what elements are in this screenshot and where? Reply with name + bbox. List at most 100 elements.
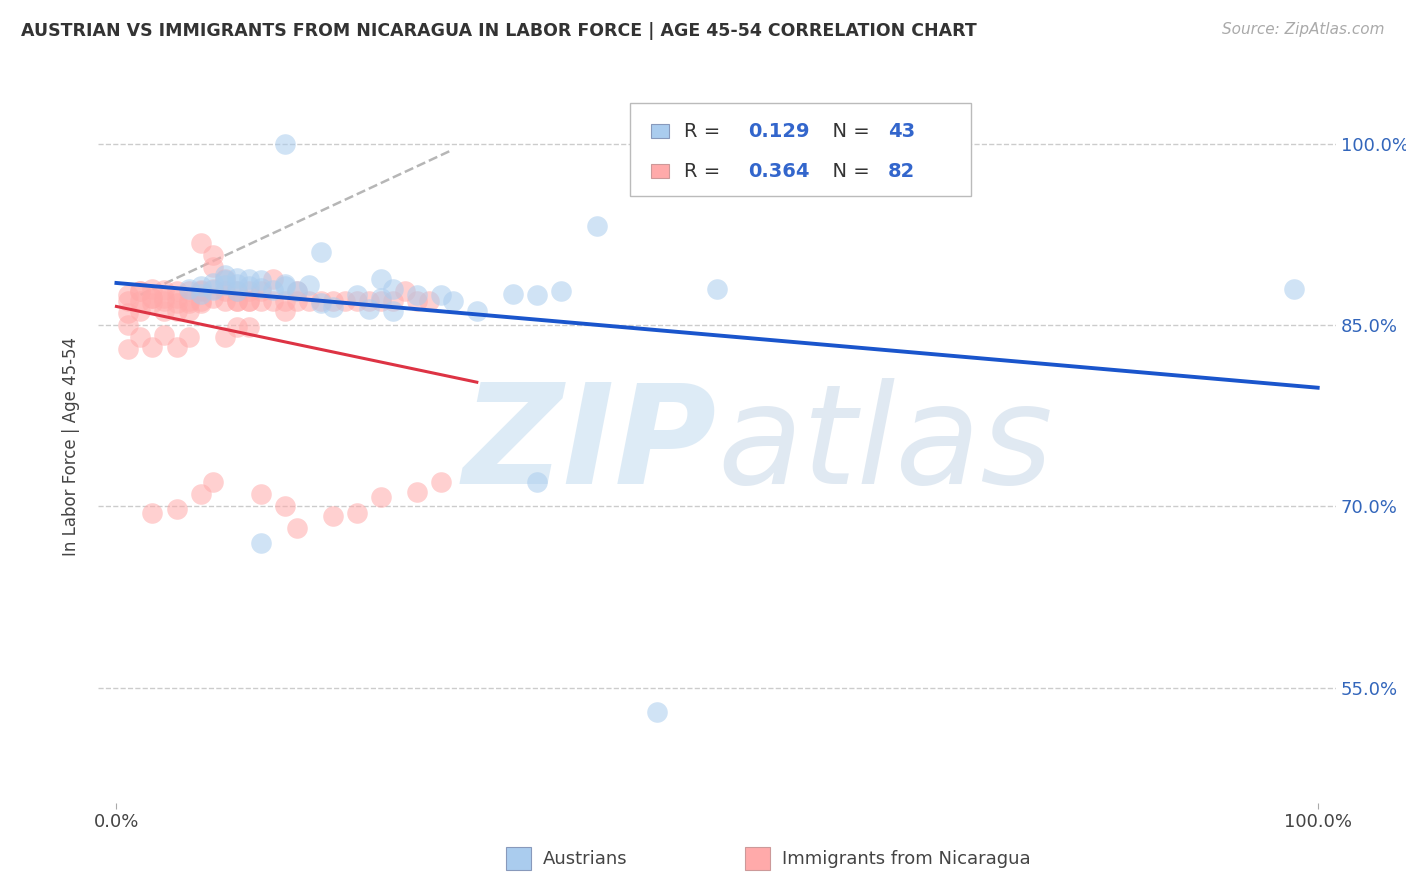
Text: Source: ZipAtlas.com: Source: ZipAtlas.com [1222, 22, 1385, 37]
Point [166, 303, 188, 318]
Point [249, 273, 271, 287]
Text: 82: 82 [887, 161, 915, 181]
Point [333, 293, 356, 308]
Point [238, 279, 260, 293]
Point [1282, 282, 1305, 296]
Point [381, 282, 404, 296]
Point [465, 303, 488, 318]
Point [214, 268, 236, 283]
Point [309, 293, 332, 308]
Point [117, 318, 139, 332]
Point [370, 272, 392, 286]
Point [177, 284, 200, 298]
Point [166, 296, 188, 310]
Text: 43: 43 [887, 121, 915, 141]
Point [309, 296, 332, 310]
Point [190, 279, 212, 293]
Point [550, 284, 572, 298]
Point [129, 293, 152, 308]
Point [153, 303, 176, 318]
Point [249, 293, 271, 308]
Point [238, 320, 260, 334]
Point [214, 330, 236, 344]
Point [526, 288, 548, 302]
Point [177, 296, 200, 310]
Point [285, 293, 308, 308]
Point [502, 286, 524, 301]
Point [370, 293, 392, 308]
Text: atlas: atlas [717, 378, 1053, 514]
Point [117, 343, 139, 357]
Text: ZIP: ZIP [463, 378, 717, 514]
Point [322, 293, 344, 308]
Text: R =: R = [683, 161, 725, 181]
Point [322, 509, 344, 524]
Point [262, 283, 284, 297]
Point [190, 283, 212, 297]
Point [238, 272, 260, 286]
Point [177, 303, 200, 318]
Point [238, 293, 260, 308]
Point [249, 487, 271, 501]
Point [273, 303, 295, 318]
Text: 0.364: 0.364 [748, 161, 810, 181]
Point [153, 327, 176, 342]
FancyBboxPatch shape [651, 164, 669, 178]
Point [405, 288, 427, 302]
Point [190, 487, 212, 501]
Point [273, 277, 295, 291]
Point [177, 293, 200, 308]
Point [225, 293, 247, 308]
FancyBboxPatch shape [630, 103, 970, 196]
Point [201, 276, 224, 290]
Point [129, 330, 152, 344]
Point [177, 282, 200, 296]
Point [273, 293, 295, 308]
Point [225, 293, 247, 308]
Point [190, 296, 212, 310]
Text: Immigrants from Nicaragua: Immigrants from Nicaragua [782, 850, 1031, 868]
Point [117, 306, 139, 320]
Point [262, 293, 284, 308]
Point [225, 271, 247, 285]
Point [381, 293, 404, 308]
Point [117, 288, 139, 302]
Point [214, 278, 236, 293]
Point [141, 282, 163, 296]
Point [214, 273, 236, 287]
Point [322, 300, 344, 314]
Point [190, 284, 212, 298]
Point [645, 705, 668, 719]
Point [262, 272, 284, 286]
Point [285, 284, 308, 298]
Point [273, 500, 295, 514]
Point [201, 475, 224, 490]
Point [238, 293, 260, 308]
Point [201, 260, 224, 274]
Y-axis label: In Labor Force | Age 45-54: In Labor Force | Age 45-54 [62, 336, 80, 556]
Point [346, 506, 368, 520]
Point [201, 292, 224, 306]
Point [201, 282, 224, 296]
Point [346, 293, 368, 308]
Point [249, 280, 271, 294]
Point [273, 136, 295, 151]
Text: AUSTRIAN VS IMMIGRANTS FROM NICARAGUA IN LABOR FORCE | AGE 45-54 CORRELATION CHA: AUSTRIAN VS IMMIGRANTS FROM NICARAGUA IN… [21, 22, 977, 40]
Point [370, 292, 392, 306]
Point [166, 502, 188, 516]
Point [153, 283, 176, 297]
Point [141, 292, 163, 306]
Point [141, 292, 163, 306]
Point [129, 303, 152, 318]
Text: N =: N = [820, 161, 876, 181]
Point [405, 485, 427, 500]
Point [225, 320, 247, 334]
Point [429, 288, 451, 302]
Point [214, 284, 236, 298]
Point [298, 278, 321, 293]
Point [370, 490, 392, 504]
Point [357, 302, 380, 317]
Point [381, 303, 404, 318]
FancyBboxPatch shape [651, 124, 669, 138]
Point [225, 277, 247, 291]
